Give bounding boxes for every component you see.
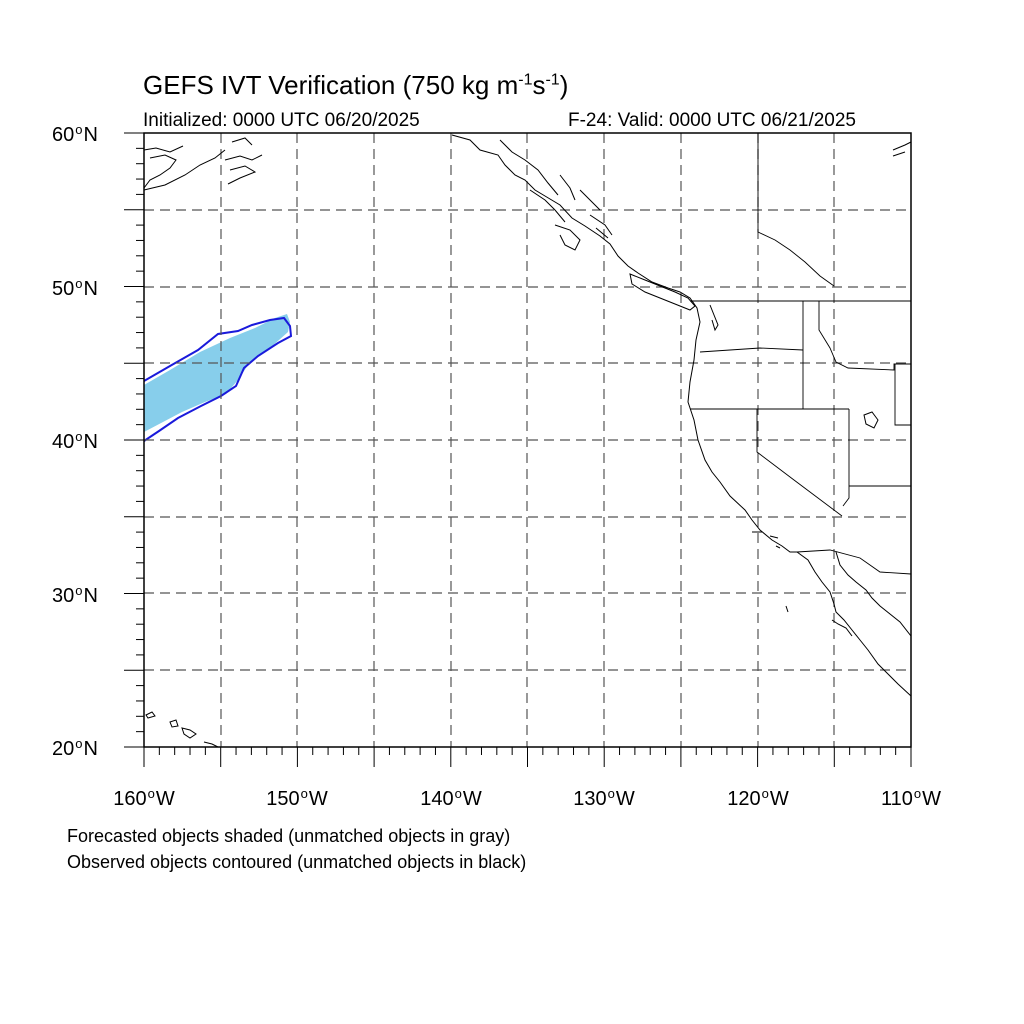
valid-time: F-24: Valid: 0000 UTC 06/21/2025 [568,110,856,131]
initialized-time: Initialized: 0000 UTC 06/20/2025 [143,110,420,131]
lon-label-150w: 150oW [266,786,328,810]
political-boundaries [690,133,912,575]
lon-label-160w: 160oW [113,786,175,810]
lon-label-120w: 120oW [727,786,789,810]
lon-label-140w: 140oW [420,786,482,810]
lat-lon-grid [144,133,911,747]
lat-label-40n: 40oN [52,429,98,453]
tick-marks [124,132,912,767]
forecast-legend-note: Forecasted objects shaded (unmatched obj… [67,826,511,846]
lat-label-50n: 50oN [52,276,98,300]
lon-label-110w: 110oW [880,786,942,810]
forecast-ivt-object [144,314,290,432]
lon-label-130w: 130oW [573,786,635,810]
lat-label-60n: 60oN [52,122,98,146]
observed-legend-note: Observed objects contoured (unmatched ob… [67,852,527,872]
lat-label-20n: 20oN [52,736,98,760]
coastlines [143,134,912,748]
lat-label-30n: 30oN [52,583,98,607]
observed-ivt-contour [143,316,293,442]
map-title: GEFS IVT Verification (750 kg m-1s-1) [143,70,569,100]
